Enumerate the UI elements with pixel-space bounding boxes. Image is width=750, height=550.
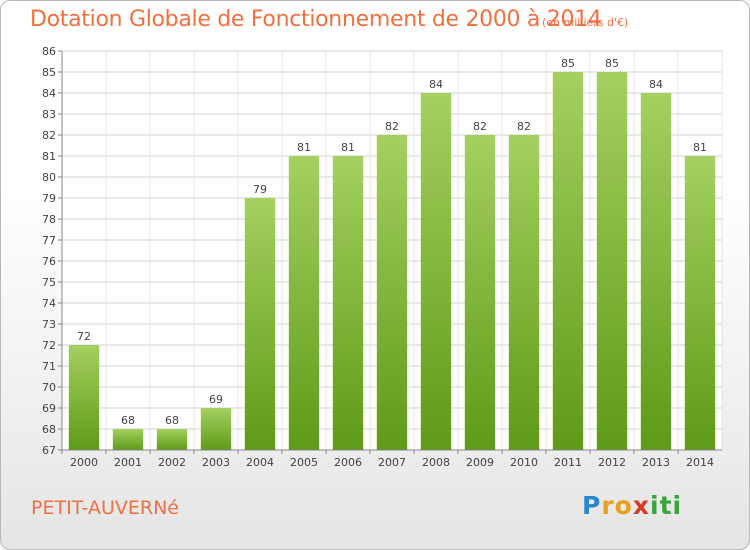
data-label: 81 [341, 141, 355, 154]
logo-letter: P [582, 491, 602, 520]
data-label: 84 [429, 78, 443, 91]
logo-letter: t [659, 491, 673, 520]
bar [68, 345, 100, 450]
x-tick-label: 2013 [642, 456, 670, 469]
bar [552, 72, 584, 450]
y-tick-label: 86 [42, 45, 56, 58]
x-tick-label: 2008 [422, 456, 450, 469]
bar [508, 135, 540, 450]
y-tick-label: 71 [42, 360, 56, 373]
logo-letter: i [650, 491, 660, 520]
y-tick-label: 72 [42, 339, 56, 352]
y-tick-label: 74 [42, 297, 56, 310]
x-tick-label: 2007 [378, 456, 406, 469]
y-tick-label: 85 [42, 66, 56, 79]
x-tick-label: 2002 [158, 456, 186, 469]
y-tick-label: 81 [42, 150, 56, 163]
y-tick-label: 79 [42, 192, 56, 205]
logo-letter: r [601, 491, 615, 520]
bar [376, 135, 408, 450]
chart-unit: (en milliers d'€) [542, 16, 629, 29]
y-tick-label: 70 [42, 381, 56, 394]
bar [288, 156, 320, 450]
data-label: 69 [209, 393, 223, 406]
data-label: 85 [605, 57, 619, 70]
bar [200, 408, 232, 450]
y-tick-label: 77 [42, 234, 56, 247]
x-tick-label: 2014 [686, 456, 714, 469]
data-label: 81 [693, 141, 707, 154]
x-tick-label: 2010 [510, 456, 538, 469]
x-tick-label: 2000 [70, 456, 98, 469]
x-tick-label: 2009 [466, 456, 494, 469]
y-tick-label: 67 [42, 444, 56, 457]
bar [156, 429, 188, 450]
bar [596, 72, 628, 450]
x-tick-label: 2004 [246, 456, 274, 469]
y-tick-label: 83 [42, 108, 56, 121]
x-tick-label: 2003 [202, 456, 230, 469]
bar [684, 156, 716, 450]
proxiti-logo: Proxiti [582, 491, 682, 520]
y-tick-label: 68 [42, 423, 56, 436]
data-label: 81 [297, 141, 311, 154]
y-tick-label: 82 [42, 129, 56, 142]
bar [112, 429, 144, 450]
data-label: 82 [517, 120, 531, 133]
y-tick-label: 78 [42, 213, 56, 226]
y-tick-label: 84 [42, 87, 56, 100]
y-tick-label: 73 [42, 318, 56, 331]
y-tick-label: 76 [42, 255, 56, 268]
data-label: 68 [165, 414, 179, 427]
x-tick-label: 2011 [554, 456, 582, 469]
logo-letter: o [614, 491, 633, 520]
data-label: 79 [253, 183, 267, 196]
y-tick-label: 75 [42, 276, 56, 289]
data-label: 85 [561, 57, 575, 70]
bar [640, 93, 672, 450]
commune-name: PETIT-AUVERNé [31, 497, 179, 519]
chart-title: Dotation Globale de Fonctionnement de 20… [30, 7, 602, 32]
y-tick-label: 80 [42, 171, 56, 184]
x-tick-label: 2005 [290, 456, 318, 469]
x-tick-label: 2001 [114, 456, 142, 469]
data-label: 82 [385, 120, 399, 133]
logo-letter: x [632, 491, 650, 520]
logo-letter: i [672, 491, 683, 520]
bar [244, 198, 276, 450]
bar [420, 93, 452, 450]
data-label: 84 [649, 78, 663, 91]
bar [332, 156, 364, 450]
data-label: 82 [473, 120, 487, 133]
x-tick-label: 2006 [334, 456, 362, 469]
data-label: 68 [121, 414, 135, 427]
x-tick-label: 2012 [598, 456, 626, 469]
data-label: 72 [77, 330, 91, 343]
y-tick-label: 69 [42, 402, 56, 415]
bar [464, 135, 496, 450]
